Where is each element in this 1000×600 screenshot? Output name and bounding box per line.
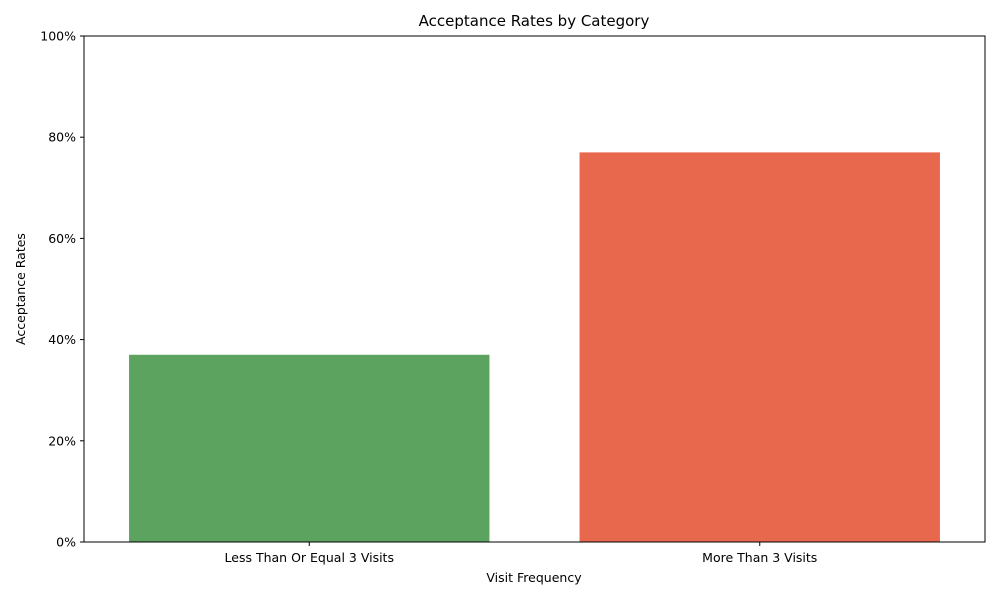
x-tick-label: Less Than Or Equal 3 Visits: [225, 550, 394, 565]
y-tick-label: 80%: [48, 130, 76, 145]
x-tick-label: More Than 3 Visits: [702, 550, 817, 565]
bar-1: [129, 354, 490, 542]
y-tick-label: 100%: [40, 29, 76, 44]
x-axis-ticks: Less Than Or Equal 3 Visits More Than 3 V…: [225, 542, 817, 565]
plot-frame: [83, 35, 986, 543]
y-tick-label: 20%: [48, 433, 76, 448]
y-tick-label: 40%: [48, 332, 76, 347]
y-axis-title: Acceptance Rates: [13, 233, 28, 345]
y-tick-label: 60%: [48, 231, 76, 246]
y-tick-label: 0%: [56, 535, 76, 550]
x-axis-title: Visit Frequency: [486, 570, 582, 585]
bars-group: [129, 152, 940, 542]
chart-title: Acceptance Rates by Category: [419, 12, 650, 30]
y-axis-ticks: 0% 20% 40% 60% 80% 100%: [40, 29, 84, 550]
bar-2: [579, 152, 940, 542]
